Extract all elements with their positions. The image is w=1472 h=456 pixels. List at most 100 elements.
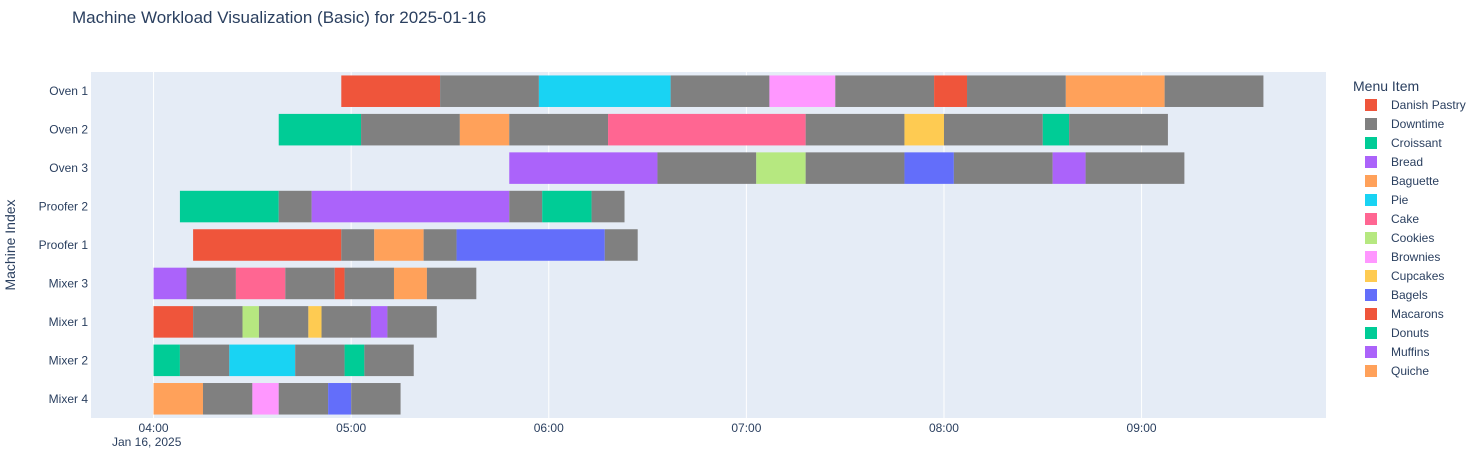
task-bar bbox=[805, 113, 905, 146]
task-bar bbox=[904, 113, 944, 146]
task-bar bbox=[153, 344, 180, 377]
task-bar bbox=[341, 75, 441, 107]
y-tick-label: Mixer 1 bbox=[49, 315, 89, 329]
x-tick-label: 09:00 bbox=[1127, 421, 1157, 435]
task-bar bbox=[509, 113, 609, 146]
x-date-label: Jan 16, 2025 bbox=[112, 435, 182, 449]
legend-swatch bbox=[1365, 289, 1377, 301]
y-tick-label: Mixer 3 bbox=[49, 276, 89, 290]
task-bar bbox=[252, 383, 279, 415]
x-tick-label: 04:00 bbox=[139, 421, 169, 435]
x-tick-label: 07:00 bbox=[731, 421, 761, 435]
task-bar bbox=[295, 344, 345, 377]
task-bar bbox=[1065, 75, 1165, 107]
legend-swatch bbox=[1365, 137, 1377, 149]
legend-swatch bbox=[1365, 251, 1377, 263]
legend-label: Quiche bbox=[1391, 364, 1429, 378]
task-bar bbox=[186, 267, 236, 300]
task-bar bbox=[387, 306, 437, 338]
task-bar bbox=[229, 344, 296, 377]
task-bar bbox=[334, 267, 345, 300]
task-bar bbox=[153, 306, 194, 338]
legend-label: Brownies bbox=[1391, 250, 1440, 264]
task-bar bbox=[604, 229, 638, 261]
task-bar bbox=[542, 190, 592, 223]
legend-swatch bbox=[1365, 213, 1377, 225]
task-bar bbox=[308, 306, 322, 338]
y-tick-label: Proofer 2 bbox=[39, 200, 89, 214]
task-bar bbox=[344, 267, 394, 300]
legend-swatch bbox=[1365, 194, 1377, 206]
task-bar bbox=[179, 344, 230, 377]
task-bar bbox=[370, 306, 388, 338]
y-axis-title: Machine Index bbox=[2, 199, 18, 290]
chart-title: Machine Workload Visualization (Basic) f… bbox=[72, 8, 486, 27]
task-bar bbox=[1052, 152, 1086, 184]
y-tick-label: Mixer 2 bbox=[49, 353, 89, 367]
legend-swatch bbox=[1365, 156, 1377, 168]
task-bar bbox=[235, 267, 286, 300]
legend-swatch bbox=[1365, 175, 1377, 187]
task-bar bbox=[538, 75, 671, 107]
task-bar bbox=[1085, 152, 1185, 184]
task-bar bbox=[321, 306, 371, 338]
x-tick-label: 06:00 bbox=[534, 421, 564, 435]
task-bar bbox=[426, 267, 477, 300]
legend-label: Bagels bbox=[1391, 288, 1428, 302]
task-bar bbox=[904, 152, 954, 184]
bars-layer bbox=[153, 75, 1264, 415]
task-bar bbox=[591, 190, 625, 223]
task-bar bbox=[153, 267, 187, 300]
task-bar bbox=[1069, 113, 1168, 146]
x-axis: 04:00 05:00 06:00 07:00 08:00 09:00 bbox=[139, 421, 1157, 435]
legend-swatch bbox=[1365, 99, 1377, 111]
legend-swatch bbox=[1365, 308, 1377, 320]
task-bar bbox=[193, 229, 342, 261]
task-bar bbox=[202, 383, 253, 415]
legend: Menu Item Danish Pastry Downtime Croissant… bbox=[1353, 78, 1466, 378]
task-bar bbox=[278, 383, 329, 415]
y-tick-label: Oven 1 bbox=[49, 84, 88, 98]
legend-label: Danish Pastry bbox=[1391, 98, 1466, 112]
legend-swatch bbox=[1365, 346, 1377, 358]
legend-swatch bbox=[1365, 327, 1377, 339]
task-bar bbox=[769, 75, 836, 107]
task-bar bbox=[311, 190, 510, 223]
task-bar bbox=[153, 383, 203, 415]
task-bar bbox=[351, 383, 401, 415]
task-bar bbox=[835, 75, 935, 107]
task-bar bbox=[258, 306, 309, 338]
y-axis: Oven 1 Oven 2 Oven 3 Proofer 2 Proofer 1 Mixe… bbox=[39, 84, 89, 406]
task-bar bbox=[953, 152, 1053, 184]
task-bar bbox=[374, 229, 424, 261]
legend-swatch bbox=[1365, 232, 1377, 244]
task-bar bbox=[1164, 75, 1264, 107]
task-bar bbox=[943, 113, 1043, 146]
legend-label: Donuts bbox=[1391, 326, 1429, 340]
x-tick-label: 05:00 bbox=[336, 421, 366, 435]
task-bar bbox=[278, 190, 312, 223]
task-bar bbox=[608, 113, 806, 146]
task-bar bbox=[657, 152, 757, 184]
task-bar bbox=[440, 75, 539, 107]
task-bar bbox=[509, 152, 658, 184]
task-bar bbox=[364, 344, 414, 377]
legend-label: Croissant bbox=[1391, 136, 1442, 150]
legend-label: Cake bbox=[1391, 212, 1419, 226]
task-bar bbox=[670, 75, 770, 107]
y-tick-label: Proofer 1 bbox=[39, 238, 89, 252]
task-bar bbox=[459, 113, 510, 146]
task-bar bbox=[344, 344, 365, 377]
task-bar bbox=[1042, 113, 1070, 146]
task-bar bbox=[756, 152, 806, 184]
y-tick-label: Mixer 4 bbox=[49, 392, 89, 406]
legend-swatch bbox=[1365, 270, 1377, 282]
legend-swatch bbox=[1365, 118, 1377, 130]
legend-label: Baguette bbox=[1391, 174, 1439, 188]
task-bar bbox=[328, 383, 352, 415]
task-bar bbox=[341, 229, 375, 261]
legend-swatch bbox=[1365, 365, 1377, 377]
legend-label: Bread bbox=[1391, 155, 1423, 169]
y-tick-label: Oven 3 bbox=[49, 161, 88, 175]
